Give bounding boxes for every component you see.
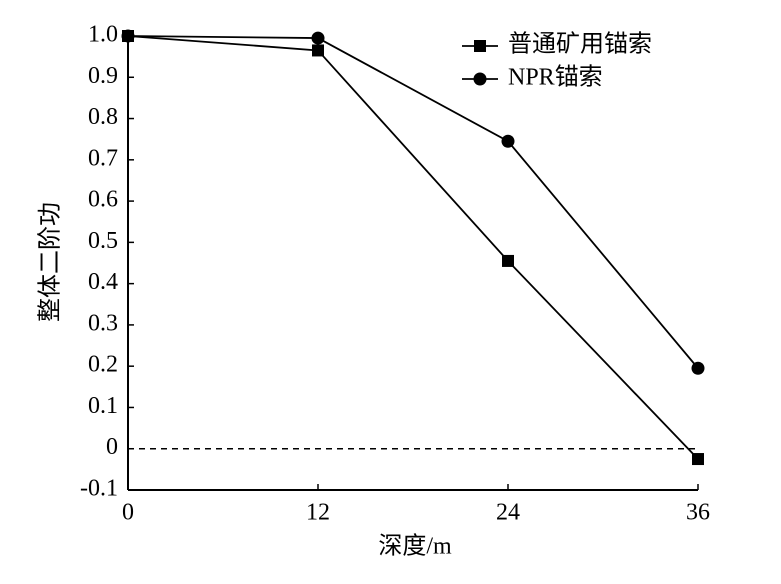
y-tick-label: 0.1 (88, 393, 118, 419)
y-tick-label: -0.1 (80, 476, 118, 502)
y-tick-label: 0.9 (88, 63, 118, 89)
legend-marker (473, 72, 487, 86)
data-point (311, 31, 325, 45)
y-tick-label: 0.6 (88, 187, 118, 213)
x-tick-label: 36 (686, 500, 710, 526)
y-tick-label: 0.8 (88, 104, 118, 130)
series-line (127, 35, 699, 369)
legend-label: NPR锚索 (508, 64, 603, 91)
y-tick-label: 0 (106, 434, 118, 460)
x-tick-label: 24 (496, 500, 520, 526)
legend-marker (474, 40, 486, 52)
y-axis-label: 整体二阶功 (37, 202, 64, 322)
data-point (692, 453, 704, 466)
data-point (502, 254, 514, 267)
y-tick-label: 0.7 (88, 145, 118, 171)
data-point (501, 134, 515, 148)
y-tick-label: 0.5 (88, 228, 118, 254)
y-tick-label: 1.0 (88, 22, 118, 48)
y-tick-label: 0.4 (88, 269, 118, 295)
x-axis-label: 深度/m (378, 533, 452, 560)
data-point (691, 361, 705, 375)
y-tick-label: 0.2 (88, 352, 118, 378)
y-tick-label: 0.3 (88, 310, 118, 336)
x-tick-label: 12 (306, 500, 330, 526)
data-point (312, 44, 324, 57)
series-line (127, 35, 699, 460)
data-point (121, 29, 135, 43)
x-tick-label: 0 (122, 500, 134, 526)
legend-label: 普通矿用锚索 (508, 31, 652, 58)
